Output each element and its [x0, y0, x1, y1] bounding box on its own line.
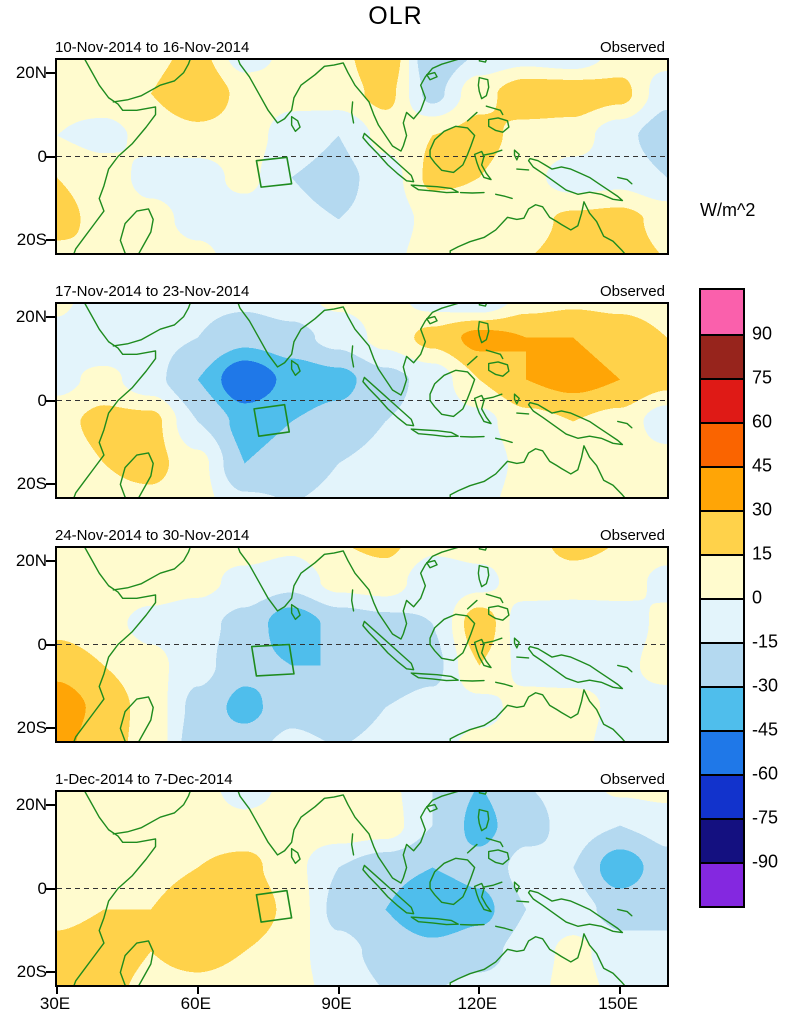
colorbar-tick-label: -60: [752, 763, 779, 784]
y-tick-label-0: 0: [37, 146, 47, 166]
x-tick-label-120e: 120E: [457, 994, 498, 1013]
y-tick-label-20n: 20N: [15, 794, 47, 814]
panel-source-label: Observed: [599, 283, 665, 300]
panel-header: 17-Nov-2014 to 23-Nov-2014 Observed: [55, 280, 665, 300]
y-tick-mark: [46, 239, 55, 242]
colorbar-cell: [701, 510, 743, 554]
y-tick-label-20s: 20S: [16, 230, 47, 250]
x-tick-label-90e: 90E: [321, 994, 352, 1013]
y-tick-label-20n: 20N: [15, 306, 47, 326]
panel-source-label: Observed: [599, 39, 665, 56]
x-tick-label-30e: 30E: [39, 994, 71, 1013]
y-tick-mark: [46, 315, 55, 318]
colorbar-cell: [701, 334, 743, 378]
colorbar-tick-label: -30: [752, 675, 779, 696]
y-axis-labels: 20N 0 20S: [5, 60, 51, 253]
map-plot: 20N 0 20S: [16, 790, 669, 994]
map-plot: 20N 0 20S: [16, 58, 669, 255]
colorbar-cell: [701, 686, 743, 730]
y-tick-label-0: 0: [37, 878, 47, 898]
x-axis-labels: 30E 60E 90E 120E 150E: [40, 994, 665, 1013]
x-tick-mark: [478, 987, 481, 994]
y-tick-label-20s: 20S: [16, 474, 47, 494]
olr-map-canvas-week-3: [57, 548, 667, 741]
y-tick-mark: [46, 727, 55, 730]
colorbar-tick-label: -15: [752, 631, 779, 652]
y-tick-mark: [46, 643, 55, 646]
panel-source-label: Observed: [599, 771, 665, 788]
panel-date-range: 10-Nov-2014 to 16-Nov-2014: [55, 39, 250, 56]
colorbar: [699, 288, 745, 908]
colorbar-tick-label: 90: [752, 323, 773, 344]
map-plot: 20N 0 20S: [16, 546, 669, 743]
colorbar-tick-label: 45: [752, 455, 773, 476]
panel-header: 10-Nov-2014 to 16-Nov-2014 Observed: [55, 36, 665, 56]
panel-week-1: 10-Nov-2014 to 16-Nov-2014 Observed 20N …: [16, 36, 669, 255]
panel-date-range: 1-Dec-2014 to 7-Dec-2014: [55, 771, 233, 788]
colorbar-tick-label: 60: [752, 411, 773, 432]
colorbar-units-label: W/m^2: [700, 200, 756, 220]
colorbar-tick-label: -90: [752, 851, 779, 872]
panel-header: 1-Dec-2014 to 7-Dec-2014 Observed: [55, 768, 665, 788]
y-tick-mark: [46, 399, 55, 402]
panel-source-label: Observed: [599, 527, 665, 544]
colorbar-cell: [701, 466, 743, 510]
y-axis-labels: 20N 0 20S: [5, 792, 51, 985]
y-tick-label-20s: 20S: [16, 962, 47, 982]
x-tick-mark: [56, 987, 58, 994]
colorbar-cell: [701, 378, 743, 422]
olr-map-canvas-week-4: [57, 792, 667, 985]
y-tick-mark: [46, 971, 55, 974]
panel-date-range: 24-Nov-2014 to 30-Nov-2014: [55, 527, 250, 544]
y-axis-labels: 20N 0 20S: [5, 304, 51, 497]
colorbar-tick-label: 15: [752, 543, 773, 564]
y-tick-mark: [46, 155, 55, 158]
x-tick-label-60e: 60E: [180, 994, 211, 1013]
colorbar-tick-label: 75: [752, 367, 773, 388]
colorbar-tick-label: 30: [752, 499, 773, 520]
colorbar-cell: [701, 818, 743, 862]
x-tick-mark: [619, 987, 622, 994]
map-plot: 20N 0 20S: [16, 302, 669, 499]
y-tick-mark: [46, 559, 55, 562]
y-tick-label-20n: 20N: [15, 62, 47, 82]
y-tick-label-0: 0: [37, 634, 47, 654]
colorbar-cell: [701, 730, 743, 774]
figure-title: OLR: [368, 2, 423, 30]
colorbar-cell: [701, 642, 743, 686]
colorbar-cell: [701, 862, 743, 906]
x-tick-mark: [196, 987, 199, 994]
y-tick-mark: [46, 71, 55, 74]
colorbar-cell: [701, 422, 743, 466]
y-tick-label-0: 0: [37, 390, 47, 410]
colorbar-cell: [701, 774, 743, 818]
panel-week-4: 1-Dec-2014 to 7-Dec-2014 Observed 20N 0 …: [16, 768, 669, 994]
y-axis-labels: 20N 0 20S: [5, 548, 51, 741]
colorbar-cell: [701, 598, 743, 642]
panel-week-2: 17-Nov-2014 to 23-Nov-2014 Observed 20N …: [16, 280, 669, 499]
x-tick-mark: [337, 987, 340, 994]
olr-map-canvas-week-2: [57, 304, 667, 497]
y-tick-label-20n: 20N: [15, 550, 47, 570]
colorbar-cell: [701, 554, 743, 598]
y-tick-mark: [46, 483, 55, 486]
colorbar-cell: [701, 290, 743, 334]
colorbar-tick-label: -45: [752, 719, 779, 740]
panel-header: 24-Nov-2014 to 30-Nov-2014 Observed: [55, 524, 665, 544]
colorbar-tick-label: -75: [752, 807, 779, 828]
colorbar-tick-label: 0: [752, 587, 763, 608]
olr-map-canvas-week-1: [57, 60, 667, 253]
y-tick-label-20s: 20S: [16, 718, 47, 738]
y-tick-mark: [46, 887, 55, 890]
panel-week-3: 24-Nov-2014 to 30-Nov-2014 Observed 20N …: [16, 524, 669, 743]
colorbar-ticks: 90 75 60 45 30 15 0 -15 -30 -45 -60 -75 -90: [752, 288, 791, 904]
y-tick-mark: [46, 803, 55, 806]
panel-date-range: 17-Nov-2014 to 23-Nov-2014: [55, 283, 250, 300]
x-tick-label-150e: 150E: [598, 994, 638, 1013]
